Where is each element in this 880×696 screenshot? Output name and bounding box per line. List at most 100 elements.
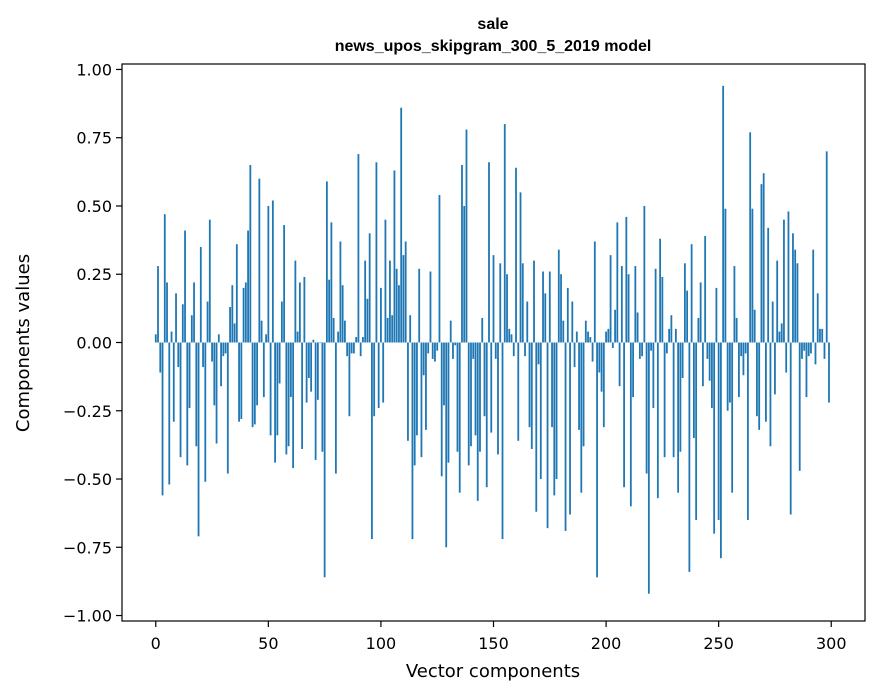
bar xyxy=(715,287,718,343)
bar xyxy=(756,342,758,417)
chart-title: sale xyxy=(477,16,508,33)
bar xyxy=(157,266,159,343)
bar xyxy=(204,342,207,482)
bar xyxy=(643,205,646,343)
bar xyxy=(492,255,495,343)
bar xyxy=(368,233,371,343)
bar xyxy=(312,339,315,343)
bar xyxy=(735,317,738,343)
bar xyxy=(422,342,425,376)
bar xyxy=(674,328,677,343)
bar xyxy=(292,342,295,469)
bar xyxy=(600,342,603,392)
bar xyxy=(436,342,439,351)
bar xyxy=(244,282,247,343)
bar xyxy=(271,200,274,343)
bar xyxy=(661,276,664,343)
bar xyxy=(686,290,689,343)
bar xyxy=(828,342,830,403)
bar xyxy=(357,154,360,343)
bar xyxy=(753,309,756,343)
bar xyxy=(771,301,774,343)
bar xyxy=(409,315,412,343)
x-tick-label: 200 xyxy=(591,634,622,653)
bar xyxy=(325,181,328,343)
bar xyxy=(774,342,776,395)
bar xyxy=(440,342,443,477)
bar xyxy=(616,222,619,343)
bar xyxy=(580,342,583,493)
bar xyxy=(193,282,195,343)
bar xyxy=(749,132,752,343)
bar xyxy=(474,342,477,436)
bar xyxy=(787,211,790,343)
bar xyxy=(181,304,184,343)
y-tick-label: 1.00 xyxy=(76,60,112,79)
bar xyxy=(337,331,340,343)
bar xyxy=(499,263,502,343)
bar xyxy=(353,342,355,354)
bar xyxy=(816,293,819,343)
bar xyxy=(560,274,562,343)
bar xyxy=(524,342,526,357)
bar xyxy=(717,342,720,520)
bar xyxy=(650,342,653,351)
bar xyxy=(720,342,722,559)
bar xyxy=(537,342,540,365)
bar xyxy=(366,298,369,343)
bar xyxy=(724,208,727,343)
bar xyxy=(488,162,490,343)
bar xyxy=(330,222,333,343)
bar xyxy=(170,331,173,343)
bar xyxy=(253,342,256,425)
bar xyxy=(566,287,569,343)
bar xyxy=(623,342,625,488)
bar xyxy=(344,320,346,343)
bar xyxy=(620,266,623,343)
bar xyxy=(269,342,272,436)
bar xyxy=(465,129,468,343)
bar xyxy=(483,342,486,417)
bar xyxy=(553,342,556,496)
bar xyxy=(607,328,610,343)
bar xyxy=(611,342,614,348)
bar xyxy=(780,323,783,343)
bar xyxy=(697,317,700,343)
bar xyxy=(202,342,204,368)
y-tick-label: −0.75 xyxy=(63,538,112,557)
bar xyxy=(411,342,414,540)
bar xyxy=(519,192,522,343)
bar xyxy=(762,173,765,343)
bar xyxy=(679,342,682,452)
bar xyxy=(776,260,779,343)
bar xyxy=(305,342,308,403)
bar xyxy=(373,342,376,417)
bar xyxy=(402,255,405,343)
bar xyxy=(217,334,220,343)
bar xyxy=(602,342,605,428)
bar xyxy=(512,342,515,357)
bar xyxy=(332,317,335,343)
bar xyxy=(722,85,725,343)
bar xyxy=(231,285,234,343)
bar xyxy=(242,287,245,343)
y-tick-label: 0.50 xyxy=(76,197,112,216)
bar xyxy=(711,342,713,409)
bar xyxy=(627,274,630,343)
bar xyxy=(186,342,189,466)
bar xyxy=(384,219,387,343)
bar xyxy=(744,342,747,354)
bar xyxy=(229,307,231,343)
bar xyxy=(240,342,243,419)
bar xyxy=(645,342,648,474)
bar xyxy=(783,219,785,343)
bar xyxy=(395,268,398,343)
x-axis-label: Vector components xyxy=(406,661,580,682)
bar xyxy=(564,342,567,531)
bar xyxy=(334,342,337,474)
bar xyxy=(501,342,504,540)
bar xyxy=(456,342,459,452)
bar xyxy=(177,342,180,368)
bar xyxy=(481,317,484,343)
